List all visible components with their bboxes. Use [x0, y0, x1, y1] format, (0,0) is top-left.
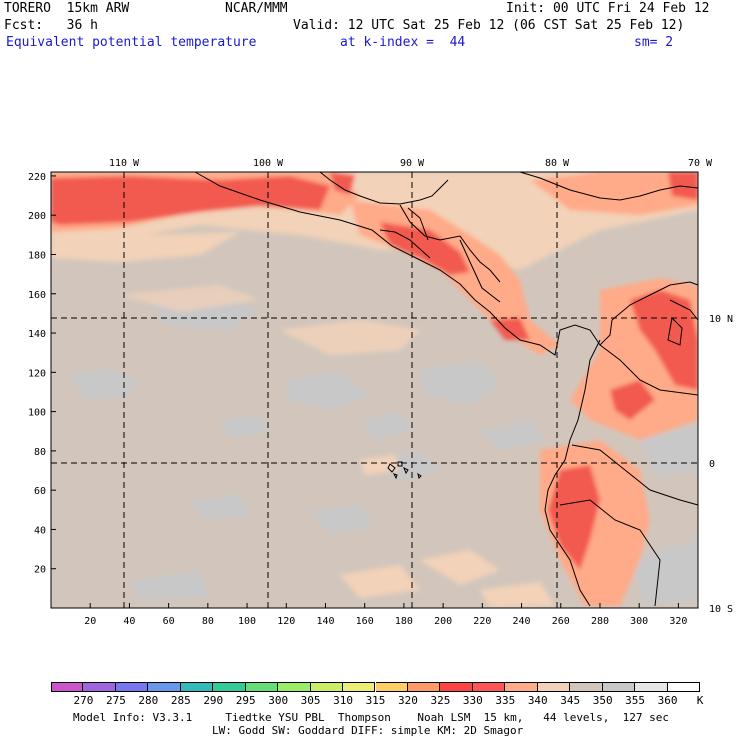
- colorbar-label: 270: [73, 694, 94, 707]
- lon-label-90w: 90 W: [400, 158, 425, 169]
- smoothing-info: sm= 2: [634, 35, 674, 50]
- y-tick-label: 40: [34, 525, 46, 536]
- colorbar-swatch: [570, 682, 603, 692]
- colorbar-unit: K: [696, 694, 704, 707]
- y-tick-label: 200: [28, 211, 46, 222]
- colorbar-swatch: [602, 682, 636, 692]
- x-axis-ticks: 20 40 60 80 100 120 140 160 180 200 220 240 260 280 30…: [84, 603, 687, 627]
- colorbar-swatch: [213, 682, 246, 692]
- lat-label-10s: 10 S: [709, 604, 733, 615]
- y-tick-label: 140: [28, 329, 46, 340]
- x-tick-label: 260: [552, 616, 570, 627]
- colorbar-label: 300: [268, 694, 289, 707]
- colorbar-label: 330: [462, 694, 483, 707]
- colorbar-label: 280: [138, 694, 159, 707]
- colorbar-swatch: [148, 682, 181, 692]
- model-info-line2: LW: Godd SW: Goddard DIFF: simple KM: 2D…: [212, 724, 524, 737]
- y-tick-label: 120: [28, 368, 46, 379]
- lon-label-100w: 100 W: [253, 158, 284, 169]
- x-tick-label: 80: [202, 616, 214, 627]
- colorbar-label: 350: [592, 694, 613, 707]
- colorbar-swatch: [407, 682, 441, 692]
- x-tick-label: 140: [316, 616, 334, 627]
- colorbar-swatch: [343, 682, 376, 692]
- y-tick-label: 180: [28, 250, 46, 261]
- x-tick-label: 280: [591, 616, 609, 627]
- field-shading: [51, 172, 698, 608]
- init-time: Init: 00 UTC Fri 24 Feb 12: [506, 1, 710, 16]
- galapagos-islands: [387, 461, 422, 480]
- colorbar-swatch: [537, 682, 571, 692]
- lon-label-80w: 80 W: [545, 158, 570, 169]
- y-axis-ticks: 220 200 180 160 140 120 100 80 60 40 20: [28, 172, 56, 576]
- y-tick-label: 220: [28, 172, 46, 183]
- x-tick-label: 300: [630, 616, 648, 627]
- colorbar-swatch: [472, 682, 506, 692]
- lat-label-10n: 10 N: [709, 314, 733, 325]
- y-tick-label: 60: [34, 486, 46, 497]
- x-tick-label: 100: [238, 616, 256, 627]
- colorbar-label: 335: [495, 694, 516, 707]
- colorbar-swatch: [440, 682, 473, 692]
- x-tick-label: 60: [163, 616, 175, 627]
- colorbar-label: 295: [235, 694, 256, 707]
- valid-time: Valid: 12 UTC Sat 25 Feb 12 (06 CST Sat …: [293, 18, 685, 33]
- colorbar-swatch: [245, 682, 279, 692]
- map-frame: [50, 171, 699, 609]
- colorbar-swatch: [505, 682, 538, 692]
- coastlines: [194, 171, 699, 607]
- colorbar-swatch: [115, 682, 149, 692]
- y-tick-label: 80: [34, 447, 46, 458]
- lon-label-110w: 110 W: [109, 158, 140, 169]
- y-tick-label: 160: [28, 290, 46, 301]
- x-tick-label: 120: [277, 616, 295, 627]
- colorbar-label: 325: [430, 694, 451, 707]
- lon-label-70w: 70 W: [688, 158, 713, 169]
- x-tick-label: 320: [669, 616, 687, 627]
- x-tick-label: 220: [473, 616, 491, 627]
- colorbar-label: 305: [300, 694, 321, 707]
- x-tick-label: 160: [356, 616, 374, 627]
- colorbar-swatch: [278, 682, 311, 692]
- latlon-grid: [51, 172, 698, 608]
- x-tick-label: 180: [395, 616, 413, 627]
- lat-label-eq: 0: [709, 459, 715, 470]
- forecast-hour: Fcst: 36 h: [4, 18, 98, 33]
- y-tick-label: 100: [28, 408, 46, 419]
- model-info-line1: Model Info: V3.3.1 Tiedtke YSU PBL Thomp…: [73, 711, 670, 724]
- x-tick-label: 240: [513, 616, 531, 627]
- x-tick-label: 200: [434, 616, 452, 627]
- colorbar-label: 285: [170, 694, 191, 707]
- colorbar-label: 290: [203, 694, 224, 707]
- colorbar-swatch: [83, 682, 116, 692]
- colorbar-label: 275: [105, 694, 126, 707]
- colorbar-label: 360: [657, 694, 678, 707]
- colorbar-label: 315: [365, 694, 386, 707]
- level-info: at k-index = 44: [340, 35, 466, 50]
- colorbar-swatch: [635, 682, 668, 692]
- colorbar-label: 320: [398, 694, 418, 707]
- colorbar-swatch: [375, 682, 408, 692]
- field-name: Equivalent potential temperature: [6, 35, 257, 50]
- colorbar-swatch: [51, 682, 84, 692]
- colorbar-label: 340: [527, 694, 548, 707]
- x-tick-label: 40: [123, 616, 135, 627]
- model-name: TORERO 15km ARW: [4, 1, 130, 16]
- colorbar-label: 345: [560, 694, 581, 707]
- colorbar-swatch: [667, 682, 700, 692]
- colorbar-label: 355: [625, 694, 646, 707]
- y-tick-label: 20: [34, 565, 46, 576]
- colorbar-swatch: [180, 682, 214, 692]
- organization: NCAR/MMM: [225, 1, 288, 16]
- x-tick-label: 20: [84, 616, 96, 627]
- colorbar-swatch: [310, 682, 344, 692]
- theta-e-map: 110 W 100 W 90 W 80 W 70 W 10 N 0 10 S 2…: [28, 158, 733, 627]
- colorbar-label: 310: [333, 694, 353, 707]
